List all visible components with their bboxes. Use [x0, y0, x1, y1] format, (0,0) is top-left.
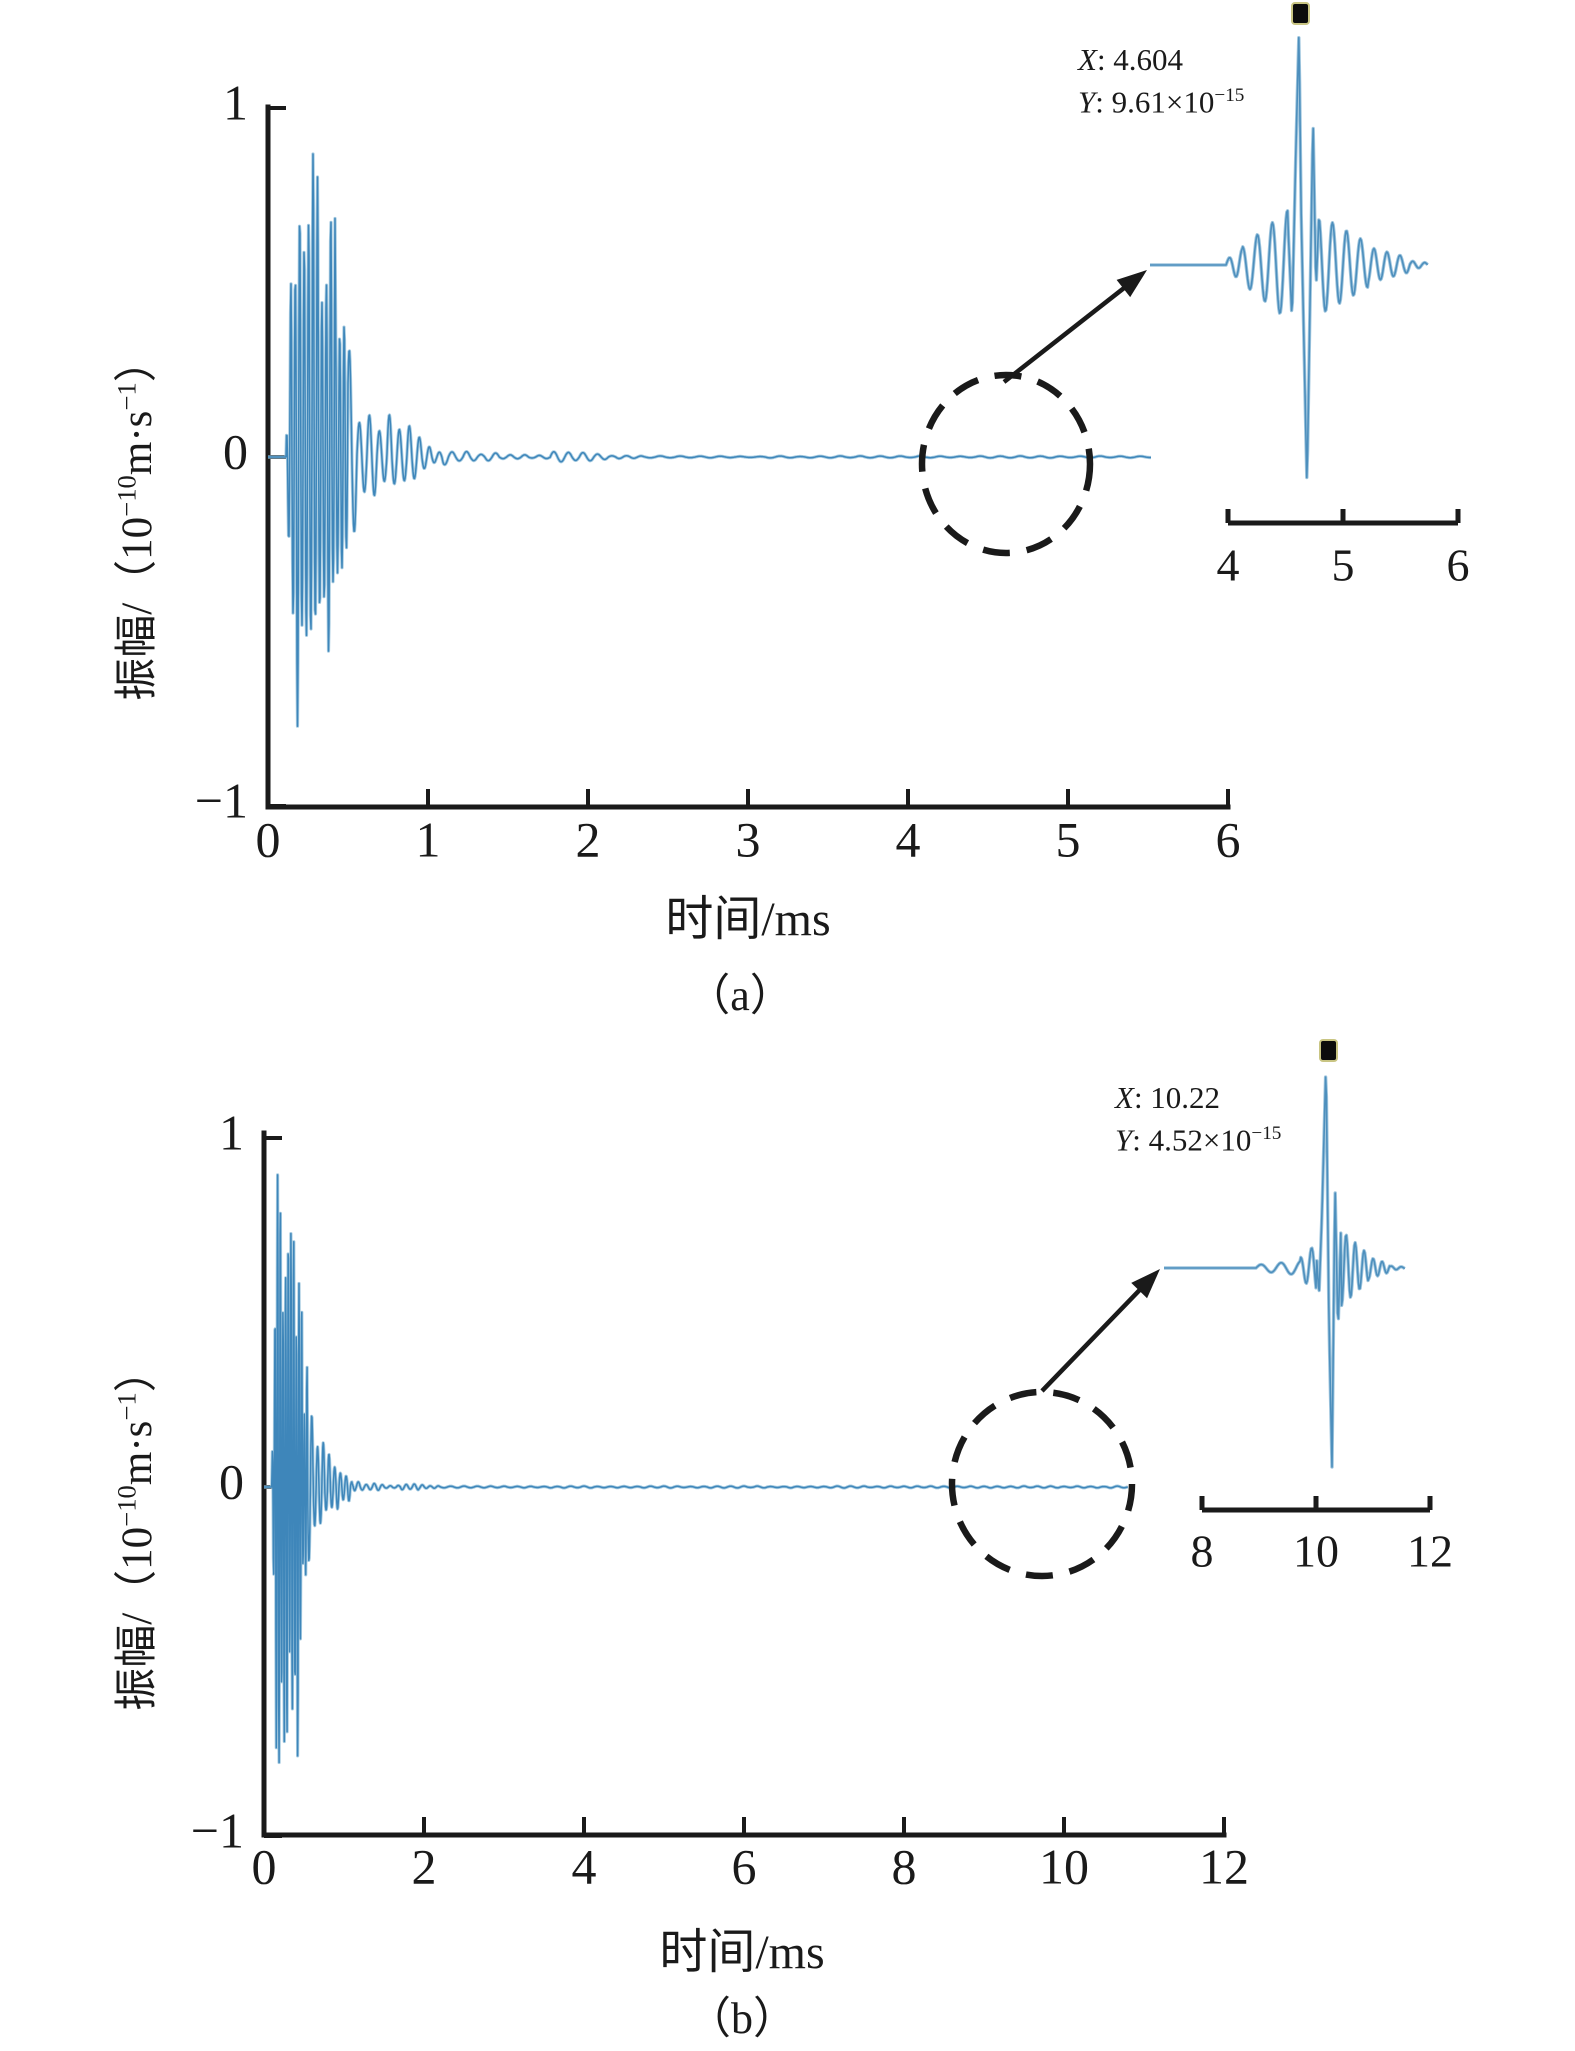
- inset-tick-label-a: 5: [1332, 540, 1355, 591]
- waveform-b: [263, 1174, 1129, 1764]
- datatip-a-x: X: 4.604: [1078, 42, 1184, 77]
- x-tick-label-b: 8: [892, 1838, 917, 1894]
- x-tick-label-a: 1: [416, 811, 441, 867]
- y-axis-label-a-sup2: −1: [111, 382, 142, 411]
- inset-tick-label-b: 12: [1407, 1526, 1453, 1577]
- datatip-b-x: X: 10.22: [1115, 1080, 1221, 1115]
- zoom-arrow-head-a: [1116, 270, 1147, 298]
- panel-caption-a: （a）: [686, 971, 794, 1020]
- inset-tick-label-a: 6: [1447, 540, 1470, 591]
- y-axis-label-a-post: ）: [114, 339, 161, 383]
- zoom-arrow-line-a: [1002, 283, 1130, 384]
- inset-waveform-b: [1164, 1076, 1406, 1468]
- x-tick-label-a: 4: [896, 811, 921, 867]
- x-tick-label-a: 5: [1056, 811, 1081, 867]
- x-tick-label-b: 6: [732, 1838, 757, 1894]
- x-tick-label-b: 10: [1039, 1838, 1089, 1894]
- waveform-outline-b: [262, 1173, 1129, 1765]
- y-axis-label-b-pre: 振幅/（10: [114, 1526, 161, 1711]
- waveform-a: [267, 153, 1152, 727]
- x-tick-label-a: 6: [1216, 811, 1241, 867]
- x-tick-label-b: 2: [412, 1838, 437, 1894]
- y-axis-label-b-sup2: −1: [111, 1392, 142, 1421]
- y-axis-label-a: 振幅/（10−10m·s−1）: [102, 339, 164, 701]
- inset-waveform-a: [1150, 36, 1429, 479]
- datatip-marker-b: [1319, 1039, 1338, 1062]
- zoom-arrow-line-b: [1040, 1284, 1145, 1393]
- datatip-marker-a: [1291, 2, 1310, 25]
- zoom-circle-a: [918, 371, 1094, 557]
- y-tick-label-a: 1: [223, 74, 248, 130]
- y-axis-label-a-mid: m·s: [114, 410, 161, 476]
- zoom-arrow-head-b: [1131, 1269, 1160, 1299]
- inset-tick-label-b: 10: [1293, 1526, 1339, 1577]
- y-tick-label-b: 1: [219, 1104, 244, 1160]
- y-axis-label-a-pre: 振幅/（10: [114, 516, 161, 701]
- x-tick-label-a: 2: [576, 811, 601, 867]
- x-tick-label-a: 0: [256, 811, 281, 867]
- y-axis-label-b-sup1: −10: [111, 1485, 142, 1527]
- y-tick-label-a: 0: [223, 423, 248, 479]
- zoom-circle-b: [948, 1388, 1136, 1580]
- datatip-text-b: X: 10.22 Y: 4.52×10−15: [1115, 1080, 1281, 1158]
- x-tick-label-b: 12: [1199, 1838, 1249, 1894]
- x-tick-label-b: 4: [572, 1838, 597, 1894]
- y-axis-label-a-sup1: −10: [111, 475, 142, 517]
- x-tick-label-a: 3: [736, 811, 761, 867]
- y-axis-label-b: 振幅/（10−10m·s−1）: [102, 1349, 164, 1711]
- y-tick-label-b: 0: [219, 1453, 244, 1509]
- y-tick-label-a: −1: [195, 772, 248, 828]
- inset-tick-label-b: 8: [1191, 1526, 1214, 1577]
- datatip-b-y: Y: 4.52×10−15: [1115, 1122, 1282, 1158]
- x-axis-label-b: 时间/ms: [659, 1926, 825, 1979]
- x-axis-label-a: 时间/ms: [665, 893, 831, 946]
- inset-tick-label-a: 4: [1217, 540, 1240, 591]
- datatip-text-a: X: 4.604 Y: 9.61×10−15: [1078, 42, 1244, 120]
- y-axis-label-b-post: ）: [114, 1349, 161, 1393]
- panel-caption-b: （b）: [687, 1994, 797, 2043]
- y-tick-label-b: −1: [191, 1802, 244, 1858]
- x-tick-label-b: 0: [252, 1838, 277, 1894]
- y-axis-label-b-mid: m·s: [114, 1420, 161, 1486]
- datatip-a-y: Y: 9.61×10−15: [1078, 84, 1245, 120]
